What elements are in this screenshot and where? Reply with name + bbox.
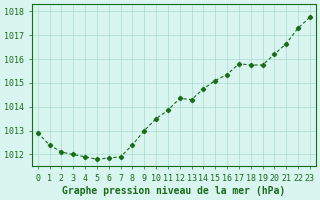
X-axis label: Graphe pression niveau de la mer (hPa): Graphe pression niveau de la mer (hPa) (62, 186, 285, 196)
